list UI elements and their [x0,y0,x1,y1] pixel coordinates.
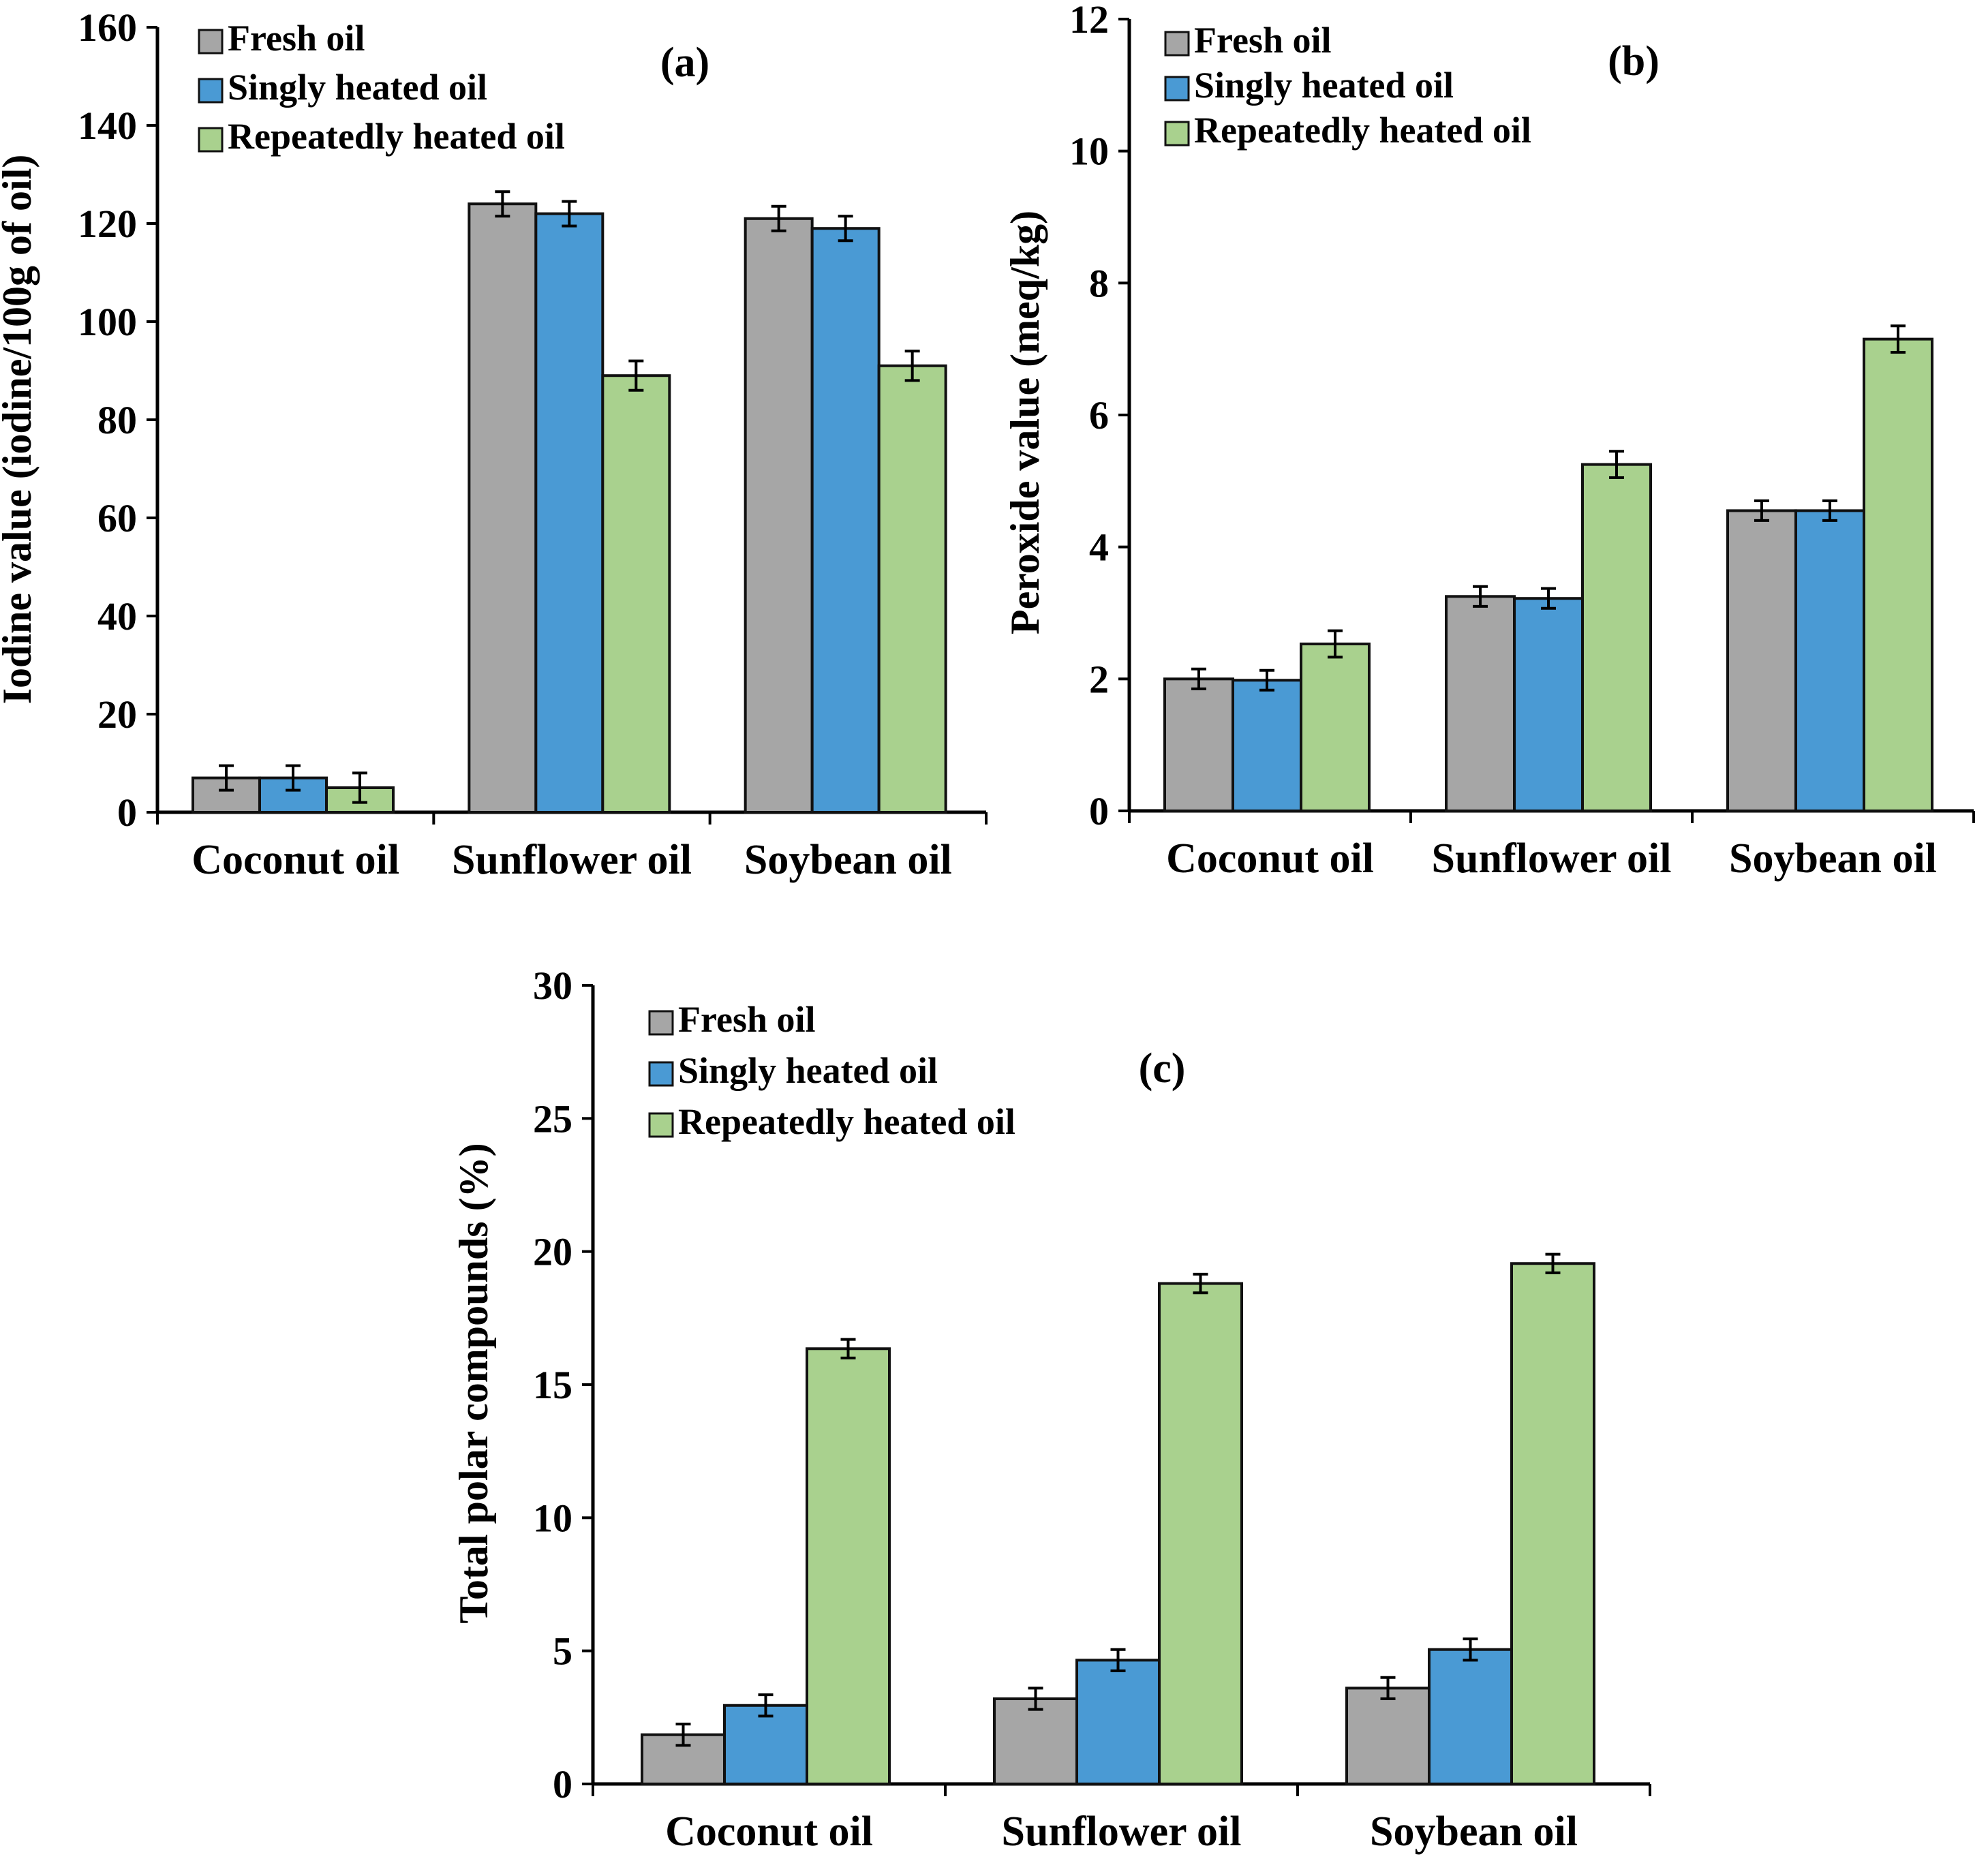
y-tick-label: 8 [1089,261,1109,305]
x-category-label: Soybean oil [744,837,952,883]
x-category-label: Coconut oil [1166,835,1374,882]
bar [1158,1282,1243,1785]
bar [1428,1648,1513,1786]
y-tick-label: 160 [78,5,137,50]
x-category-label: Coconut oil [665,1808,873,1855]
legend-label: Fresh oil [678,999,816,1040]
y-axis-label: Total polar compounds (%) [451,1143,496,1623]
y-tick-label: 12 [1069,0,1109,42]
panel-label: (a) [660,40,709,86]
legend-swatch [1164,121,1190,147]
bar [1163,677,1234,812]
y-tick-label: 60 [97,496,137,540]
x-category-label: Sunflower oil [452,837,692,883]
bar [810,227,881,814]
panel-b-chart: 0 2 4 6 8 10 12 Coconut oil Sunflower oil Soybean… [1003,0,1975,882]
bar [1726,509,1797,812]
panel-label: (c) [1139,1045,1186,1092]
x-category-label: Sunflower oil [1002,1808,1242,1855]
bar [1445,595,1516,813]
y-tick-label: 25 [533,1096,572,1141]
bar [1510,1262,1595,1786]
y-tick-label: 4 [1089,525,1109,570]
x-category-label: Soybean oil [1370,1808,1578,1855]
bar [1794,509,1865,812]
legend-label: Fresh oil [1194,20,1332,61]
x-category-label: Soybean oil [1729,835,1937,882]
legend-swatch [648,1010,674,1036]
legend-label: Fresh oil [228,18,365,59]
legend-swatch [1164,76,1190,102]
y-tick-label: 20 [533,1230,572,1274]
y-axis-label: Peroxide value (meq/kg) [1003,211,1047,634]
y-tick-label: 140 [78,104,137,148]
legend-swatch [198,127,224,153]
legend-swatch [198,78,224,104]
legend-label: Repeatedly heated oil [1194,110,1531,151]
legend-swatch [648,1112,674,1138]
bar [1300,643,1371,812]
y-tick-label: 20 [97,692,137,737]
legend-label: Singly heated oil [678,1050,938,1091]
y-tick-label: 80 [97,398,137,442]
legend-swatch [1164,31,1190,57]
bar [468,202,538,814]
bar [877,364,947,814]
bar [806,1347,891,1785]
x-category-label: Sunflower oil [1432,835,1672,882]
y-tick-label: 6 [1089,393,1109,437]
y-tick-label: 2 [1089,657,1109,701]
panel-a-chart: 0 20 40 60 80 100 120 140 160 Coconut oil Sunflowe… [0,5,988,883]
y-tick-label: 120 [78,202,137,246]
bar [1581,463,1652,812]
bar [1232,679,1302,813]
bar [1513,597,1584,812]
y-tick-label: 0 [117,790,137,835]
bar [534,212,605,814]
bar [993,1697,1078,1785]
y-tick-label: 0 [553,1762,572,1806]
y-tick-label: 30 [533,964,572,1008]
bar [1863,337,1933,812]
legend-label: Singly heated oil [228,67,487,108]
bar [601,374,671,814]
y-tick-label: 15 [533,1363,572,1407]
y-tick-label: 10 [533,1496,572,1540]
legend-swatch [648,1061,674,1087]
legend-label: Repeatedly heated oil [678,1101,1015,1142]
y-tick-label: 0 [1089,789,1109,833]
x-category-label: Coconut oil [192,837,399,883]
bar [1345,1687,1431,1786]
y-axis-label: Iodine value (iodine/100g of oil) [0,155,40,705]
legend-swatch [198,29,224,55]
bar [744,217,814,814]
y-tick-label: 10 [1069,129,1109,174]
legend-label: Singly heated oil [1194,65,1454,106]
y-tick-label: 40 [97,594,137,638]
legend-label: Repeatedly heated oil [228,116,565,157]
bar [1075,1659,1161,1786]
y-tick-label: 100 [78,300,137,344]
panel-c-chart: 0 5 10 15 20 25 30 Coconut oil Sunflower oil Soyb… [451,964,1651,1855]
panel-label: (b) [1608,38,1660,84]
y-tick-label: 5 [553,1629,572,1674]
